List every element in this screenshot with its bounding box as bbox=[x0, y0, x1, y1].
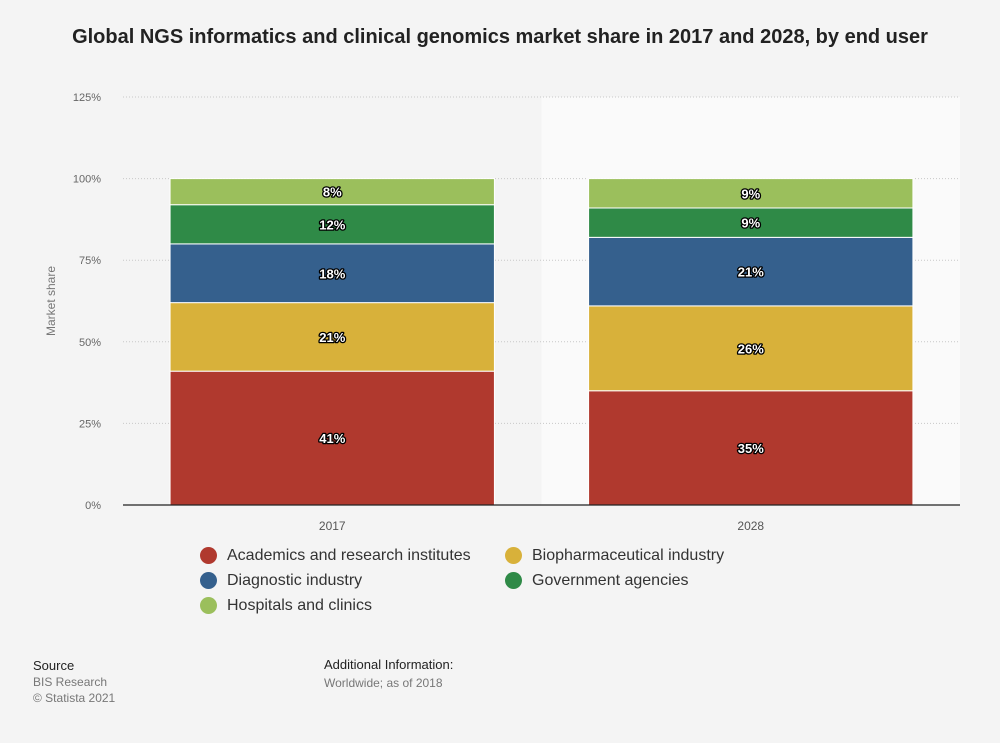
legend-label: Biopharmaceutical industry bbox=[532, 546, 725, 564]
y-axis-label: Market share bbox=[44, 266, 58, 336]
copyright[interactable]: © Statista 2021 bbox=[33, 691, 116, 705]
data-label: 41% bbox=[319, 431, 345, 446]
y-tick-label: 100% bbox=[73, 174, 101, 186]
bar-segment bbox=[169, 370, 495, 506]
bar-segment bbox=[588, 178, 914, 209]
data-label: 35% bbox=[738, 441, 764, 456]
data-label: 9% bbox=[741, 186, 760, 201]
y-tick-label: 50% bbox=[79, 337, 101, 349]
legend-label: Academics and research institutes bbox=[227, 546, 471, 564]
source-name[interactable]: BIS Research bbox=[33, 675, 108, 689]
additional-info-text: Worldwide; as of 2018 bbox=[324, 676, 443, 690]
legend-marker bbox=[200, 572, 217, 589]
legend-marker bbox=[505, 572, 522, 589]
legend-item-academics[interactable]: Academics and research institutes bbox=[200, 546, 505, 565]
source-heading: Source bbox=[33, 658, 75, 673]
bar-segment bbox=[169, 243, 495, 304]
legend-item-biopharmaceutical[interactable]: Biopharmaceutical industry bbox=[505, 546, 810, 565]
legend-item-government[interactable]: Government agencies bbox=[505, 571, 810, 590]
bar-segment bbox=[169, 302, 495, 372]
legend-item-hospitals[interactable]: Hospitals and clinics bbox=[200, 596, 505, 615]
bar-segment bbox=[588, 207, 914, 238]
legend-item-diagnostic[interactable]: Diagnostic industry bbox=[200, 571, 505, 590]
chart-legend: Academics and research institutes Biopha… bbox=[200, 546, 820, 615]
bar-segment bbox=[169, 178, 495, 206]
y-tick-label: 0% bbox=[85, 500, 101, 512]
additional-info-heading[interactable]: Additional Information: bbox=[324, 657, 454, 672]
x-tick-label: 2028 bbox=[737, 519, 764, 533]
data-label: 18% bbox=[319, 266, 345, 281]
additional-info-block: Additional Information: Worldwide; as of… bbox=[324, 656, 453, 692]
legend-marker bbox=[200, 547, 217, 564]
y-tick-label: 75% bbox=[79, 255, 101, 267]
data-label: 21% bbox=[319, 330, 345, 345]
source-block: Source BIS Research © Statista 2021 bbox=[33, 658, 115, 706]
stacked-bar-chart: 0% 25% 50% 75% 100% 125% Market share 41% 21% 18%… bbox=[44, 92, 960, 533]
data-label: 8% bbox=[323, 185, 342, 200]
y-tick-label: 125% bbox=[73, 92, 101, 104]
data-label: 26% bbox=[738, 341, 764, 356]
data-label: 12% bbox=[319, 217, 345, 232]
y-tick-label: 25% bbox=[79, 418, 101, 430]
legend-label: Government agencies bbox=[532, 571, 689, 589]
legend-marker bbox=[505, 547, 522, 564]
legend-label: Diagnostic industry bbox=[227, 571, 363, 589]
bar-segment bbox=[169, 204, 495, 245]
bar-segment bbox=[588, 305, 914, 392]
x-tick-label: 2017 bbox=[319, 519, 346, 533]
data-label: 9% bbox=[741, 216, 760, 231]
chart-title: Global NGS informatics and clinical geno… bbox=[72, 26, 928, 48]
legend-label: Hospitals and clinics bbox=[227, 596, 372, 614]
legend-marker bbox=[200, 597, 217, 614]
data-label: 21% bbox=[738, 265, 764, 280]
